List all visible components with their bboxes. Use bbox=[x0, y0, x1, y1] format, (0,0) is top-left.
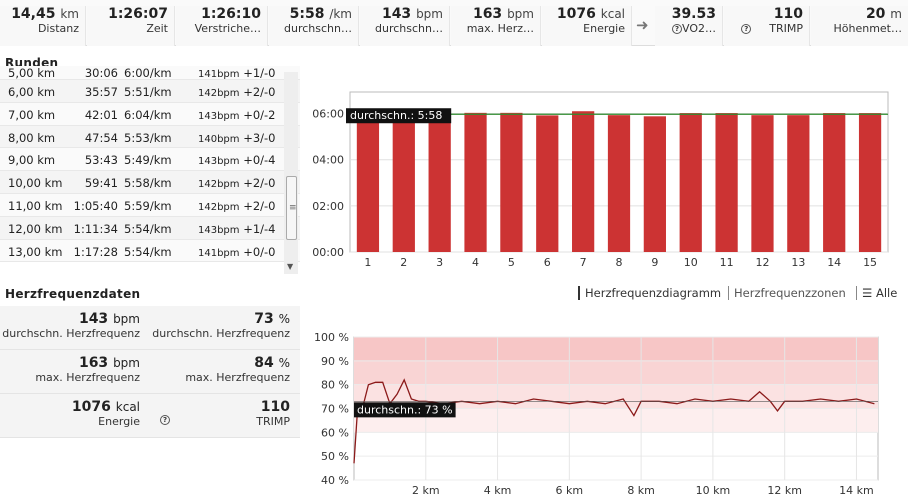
x-tick-label: 9 bbox=[651, 256, 658, 269]
average-label-bg bbox=[346, 108, 452, 124]
bar bbox=[823, 113, 846, 252]
bar bbox=[464, 112, 487, 252]
x-tick-label: 12 km bbox=[767, 484, 802, 497]
bar bbox=[428, 111, 451, 252]
table-row[interactable]: 10,00 km 59:41 5:58/km 142bpm +2/-0 bbox=[0, 171, 300, 194]
bar bbox=[643, 116, 666, 252]
x-tick-label: 4 bbox=[472, 256, 479, 269]
x-tick-label: 10 bbox=[684, 256, 698, 269]
y-tick-label: 02:00 bbox=[312, 200, 344, 213]
table-row[interactable]: 6,00 km 35:57 5:51/km 142bpm +2/-0 bbox=[0, 80, 300, 103]
x-tick-label: 1 bbox=[364, 256, 371, 269]
x-tick-label: 2 bbox=[400, 256, 407, 269]
hr-series-line bbox=[353, 378, 875, 464]
y-tick-label: 100 % bbox=[314, 331, 349, 344]
hr-line-chart: 40 % 50 % 60 % 70 % 80 % 90 % 100 % 2 km 4 km 6 k… bbox=[314, 331, 879, 497]
bar bbox=[715, 113, 738, 252]
menu-icon: ☰ bbox=[856, 286, 873, 300]
stat-vo2: 39.53 ? VO2… bbox=[655, 6, 723, 46]
x-tick-label: 4 km bbox=[484, 484, 512, 497]
x-tick-label: 6 km bbox=[556, 484, 584, 497]
arrow-right-icon[interactable]: ➜ bbox=[636, 16, 649, 34]
hr-stat-max-bpm: 163 bpm max. Herzfrequenz bbox=[0, 350, 150, 394]
hr-stat-energy: 1076 kcal Energie bbox=[0, 394, 150, 438]
stat-trimp: 110 ? TRIMP bbox=[724, 6, 810, 46]
stat-time: 1:26:07 Zeit bbox=[87, 6, 175, 46]
stat-energy: 1076 kcal Energie bbox=[542, 6, 632, 46]
bar bbox=[536, 115, 559, 252]
average-label-bg bbox=[354, 402, 456, 418]
bar bbox=[787, 115, 810, 253]
zone-band bbox=[354, 360, 878, 385]
hr-title: Herzfrequenzdaten bbox=[5, 287, 141, 301]
hr-stat-max-pct: 84 % max. Herzfrequenz bbox=[150, 350, 300, 394]
x-tick-label: 12 bbox=[755, 256, 769, 269]
tab-hr-diagram[interactable]: Herzfrequenzdiagramm bbox=[578, 286, 722, 300]
y-tick-label: 04:00 bbox=[312, 154, 344, 167]
x-tick-label: 14 km bbox=[839, 484, 874, 497]
zone-band bbox=[354, 408, 878, 433]
x-tick-label: 6 bbox=[544, 256, 551, 269]
x-tick-label: 2 km bbox=[412, 484, 440, 497]
zone-band bbox=[354, 337, 878, 361]
hr-stat-trimp: 110 ? TRIMP bbox=[150, 394, 300, 438]
x-tick-label: 5 bbox=[508, 256, 515, 269]
bar bbox=[572, 111, 595, 252]
grip-icon: ≡ bbox=[289, 203, 297, 213]
y-tick-label: 90 % bbox=[321, 355, 349, 368]
y-tick-label: 70 % bbox=[321, 403, 349, 416]
hr-stat-avg-bpm: 143 bpm durchschn. Herzfrequenz bbox=[0, 306, 150, 350]
hr-stat-avg-pct: 73 % durchschn. Herzfrequenz bbox=[150, 306, 300, 350]
y-tick-label: 60 % bbox=[321, 426, 349, 439]
y-tick-label: 40 % bbox=[321, 474, 349, 487]
help-icon[interactable]: ? bbox=[672, 24, 682, 34]
table-row[interactable]: 13,00 km 1:17:28 5:54/km 141bpm +0/-0 bbox=[0, 239, 300, 263]
stat-distance: 14,45 km Distanz bbox=[0, 6, 86, 46]
bar bbox=[500, 112, 523, 252]
y-tick-label: 00:00 bbox=[312, 246, 344, 259]
y-tick-label: 80 % bbox=[321, 379, 349, 392]
help-icon[interactable]: ? bbox=[741, 24, 752, 34]
laps-scrollbar[interactable]: ≡ ▼ bbox=[284, 72, 298, 274]
average-label: durchschn.: 5:58 bbox=[350, 109, 442, 122]
average-label: durchschn.: 73 % bbox=[357, 403, 453, 416]
table-row[interactable]: 9,00 km 53:43 5:49/km 143bpm +0/-4 bbox=[0, 148, 300, 172]
table-row[interactable]: 8,00 km 47:54 5:53/km 140bpm +3/-0 bbox=[0, 125, 300, 149]
x-tick-label: 10 km bbox=[696, 484, 731, 497]
bar bbox=[607, 115, 631, 253]
stat-max-hr: 163 bpm max. Herz… bbox=[451, 6, 541, 46]
bar bbox=[751, 115, 774, 253]
table-row[interactable]: 12,00 km 1:11:34 5:54/km 143bpm +1/-4 bbox=[0, 216, 300, 240]
bar bbox=[392, 114, 415, 252]
stat-avg-pace: 5:58 /km durchschn… bbox=[269, 6, 359, 46]
scroll-down-icon[interactable]: ▼ bbox=[287, 262, 294, 271]
x-tick-label: 11 bbox=[720, 256, 734, 269]
stat-avg-hr: 143 bpm durchschn… bbox=[360, 6, 450, 46]
x-tick-label: 15 bbox=[863, 256, 877, 269]
y-tick-label: 06:00 bbox=[312, 108, 344, 121]
scroll-thumb[interactable]: ≡ bbox=[286, 176, 297, 240]
bar bbox=[679, 113, 702, 252]
x-tick-label: 13 bbox=[791, 256, 805, 269]
x-tick-label: 7 bbox=[580, 256, 587, 269]
x-tick-label: 8 km bbox=[627, 484, 655, 497]
summary-stats-bar: 14,45 km Distanz 1:26:07 Zeit 1:26:10 Ve… bbox=[0, 0, 908, 46]
table-row[interactable]: 11,00 km 1:05:40 5:59/km 142bpm +2/-0 bbox=[0, 193, 300, 217]
bar bbox=[858, 113, 882, 252]
table-row[interactable]: 7,00 km 42:01 6:04/km 143bpm +0/-2 bbox=[0, 102, 300, 126]
x-tick-label: 3 bbox=[436, 256, 443, 269]
tab-all[interactable]: ☰ Alle bbox=[856, 286, 897, 300]
bar bbox=[356, 113, 380, 252]
laps-list: 5,00 km 30:06 6:00/km 141bpm +1/-0 6,00 km 3… bbox=[0, 66, 300, 268]
help-icon[interactable]: ? bbox=[160, 415, 170, 425]
tab-hr-zones[interactable]: Herzfrequenzzonen bbox=[728, 286, 846, 300]
x-tick-label: 14 bbox=[827, 256, 841, 269]
stat-elevation: 20 m Höhenmet… bbox=[811, 6, 908, 46]
table-row[interactable]: 5,00 km 30:06 6:00/km 141bpm +1/-0 bbox=[0, 66, 300, 80]
y-tick-label: 50 % bbox=[321, 450, 349, 463]
x-tick-label: 8 bbox=[616, 256, 623, 269]
stat-elapsed: 1:26:10 Verstriche… bbox=[176, 6, 268, 46]
